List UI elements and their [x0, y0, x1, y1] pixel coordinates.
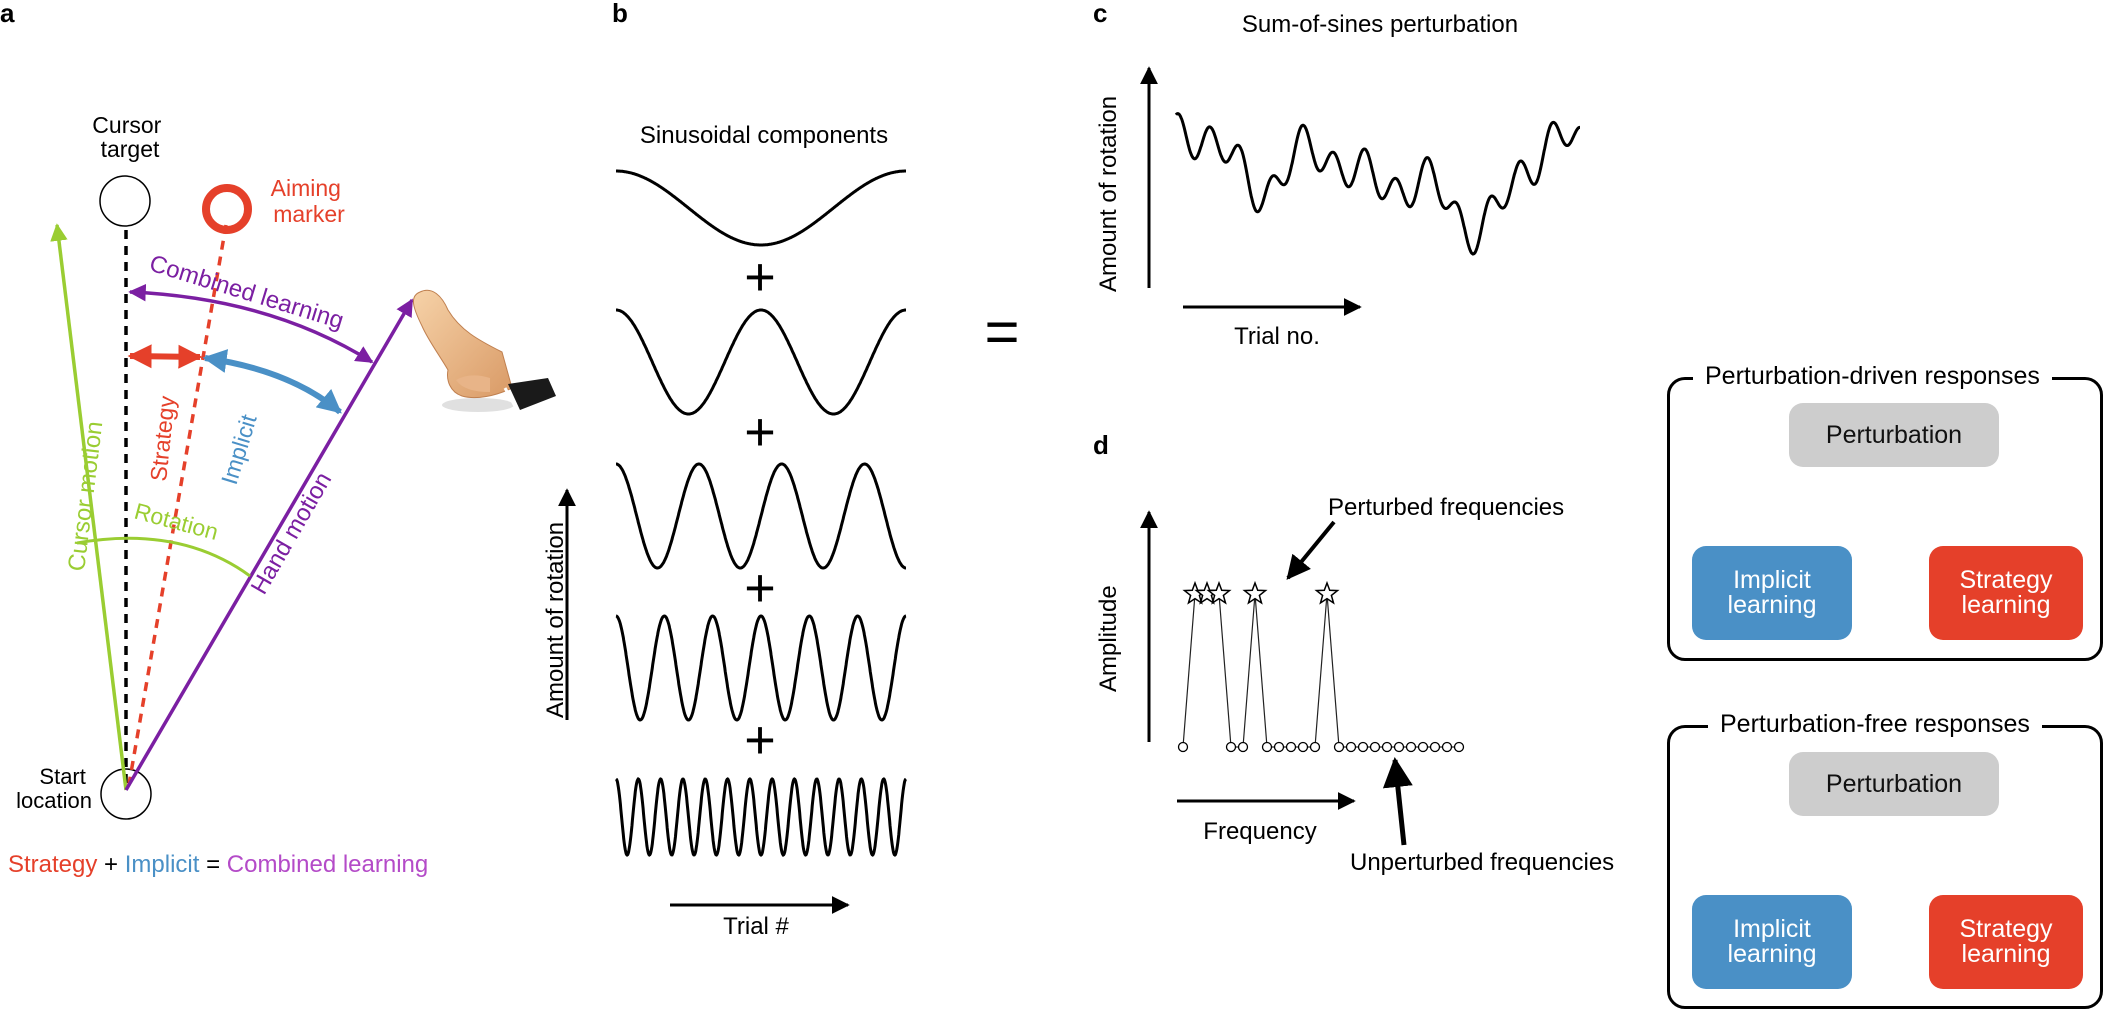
- start-location-label: Start location: [16, 764, 92, 813]
- unperturbed-frequencies-label: Unperturbed frequencies: [1350, 849, 1614, 876]
- panel-letter-b: b: [612, 0, 628, 28]
- spectrum-line: [1182, 593, 1459, 748]
- aiming-marker-label: Aiming marker: [271, 175, 348, 227]
- plus-sign-4: +: [744, 710, 776, 770]
- perturbation-driven-title: Perturbation-driven responses: [1693, 362, 2052, 391]
- unperturbed-frequency-circle: [1273, 741, 1285, 753]
- equals-sign: =: [984, 298, 1019, 365]
- plus-sign-2: +: [744, 402, 776, 462]
- unperturbed-frequency-circle: [1381, 741, 1393, 753]
- plus-sign-1: +: [744, 247, 776, 307]
- equation-text: Strategy + Implicit = Combined learning: [8, 851, 428, 878]
- perturbed-frequencies-pointer: [1286, 520, 1336, 580]
- unperturbed-frequency-circle: [1453, 741, 1465, 753]
- start-location-circle: [100, 768, 152, 820]
- unperturbed-frequency-circle: [1357, 741, 1369, 753]
- perturbed-frequency-star: [1314, 580, 1340, 605]
- cursor-target-circle: [99, 175, 151, 227]
- aiming-marker-ring: [202, 184, 252, 234]
- pointing-hand-illustration: [413, 289, 556, 412]
- driven-perturbation-node: Perturbation: [1789, 403, 1999, 467]
- sinusoidal-components-title: Sinusoidal components: [640, 122, 888, 149]
- sinusoid-component-1: [616, 169, 906, 247]
- strategy-label: Strategy: [145, 394, 180, 482]
- panel-d-xlabel: Frequency: [1203, 818, 1316, 845]
- frequency-spectrum: [1177, 580, 1465, 753]
- perturbed-frequency-star: [1206, 580, 1232, 605]
- unperturbed-frequency-circle: [1369, 741, 1381, 753]
- panel-letter-c: c: [1093, 0, 1107, 28]
- unperturbed-frequency-circle: [1345, 741, 1357, 753]
- panel-b-xlabel: Trial #: [723, 913, 789, 940]
- free-perturbation-node: Perturbation: [1789, 752, 1999, 816]
- unperturbed-frequency-circle: [1393, 741, 1405, 753]
- panel-b-ylabel: Amount of rotation: [542, 522, 569, 718]
- unperturbed-frequency-circle: [1309, 741, 1321, 753]
- driven-strategy-learning-node: Strategy learning: [1929, 546, 2083, 640]
- unperturbed-frequency-circle: [1237, 741, 1249, 753]
- sum-of-sines-title: Sum-of-sines perturbation: [1242, 11, 1518, 38]
- panel-letter-a: a: [0, 0, 15, 28]
- sinusoid-component-2: [616, 308, 906, 416]
- unperturbed-frequency-circle: [1225, 741, 1237, 753]
- combined-learning-arc: [128, 283, 374, 364]
- unperturbed-frequencies-pointer: [1382, 757, 1413, 846]
- sinusoid-component-4: [615, 614, 907, 722]
- perturbation-free-title: Perturbation-free responses: [1708, 710, 2042, 739]
- unperturbed-frequency-circle: [1285, 741, 1297, 753]
- sinusoid-component-3: [616, 462, 906, 570]
- unperturbed-frequency-circle: [1429, 741, 1441, 753]
- hand-motion-label: Hand motion: [246, 468, 337, 599]
- implicit-label: Implicit: [216, 411, 262, 488]
- cursor-motion-label: Cursor motion: [63, 420, 108, 573]
- panel-a: Cursor target Start location Aiming mark…: [8, 112, 556, 878]
- sum-of-sines-trace: [1174, 112, 1580, 256]
- cursor-target-label: Cursor target: [92, 112, 167, 162]
- unperturbed-frequency-circle: [1261, 741, 1273, 753]
- perturbed-frequency-star: [1242, 580, 1268, 605]
- hand-motion-arrow: [124, 298, 414, 791]
- rotation-arc: [76, 536, 251, 578]
- panel-c: Sum-of-sines perturbation Amount of rota…: [1095, 11, 1580, 350]
- unperturbed-frequency-circle: [1405, 741, 1417, 753]
- panel-b: Sinusoidal components + + + + Amount of …: [542, 122, 1020, 940]
- plus-sign-3: +: [744, 558, 776, 618]
- unperturbed-frequency-circle: [1333, 741, 1345, 753]
- strategy-arrow: [127, 344, 203, 369]
- sinusoid-waves: [615, 169, 907, 857]
- panel-letter-d: d: [1093, 430, 1109, 460]
- unperturbed-frequency-circle: [1297, 741, 1309, 753]
- free-strategy-learning-node: Strategy learning: [1929, 895, 2083, 989]
- cursor-motion-arrow: [50, 223, 128, 791]
- unperturbed-frequency-circle: [1441, 741, 1453, 753]
- unperturbed-frequency-circle: [1417, 741, 1429, 753]
- combined-learning-label: Combined learning: [146, 250, 347, 335]
- panel-d: Amplitude Frequency Perturbed frequencie…: [1095, 494, 1614, 876]
- panel-c-xlabel: Trial no.: [1234, 323, 1320, 350]
- perturbed-frequencies-label: Perturbed frequencies: [1328, 494, 1564, 521]
- panel-d-ylabel: Amplitude: [1095, 585, 1122, 692]
- unperturbed-frequency-circle: [1177, 741, 1189, 753]
- driven-implicit-learning-node: Implicit learning: [1692, 546, 1852, 640]
- free-implicit-learning-node: Implicit learning: [1692, 895, 1852, 989]
- sinusoid-component-5: [615, 777, 907, 857]
- implicit-arrow: [202, 349, 342, 415]
- panel-c-ylabel: Amount of rotation: [1095, 96, 1122, 292]
